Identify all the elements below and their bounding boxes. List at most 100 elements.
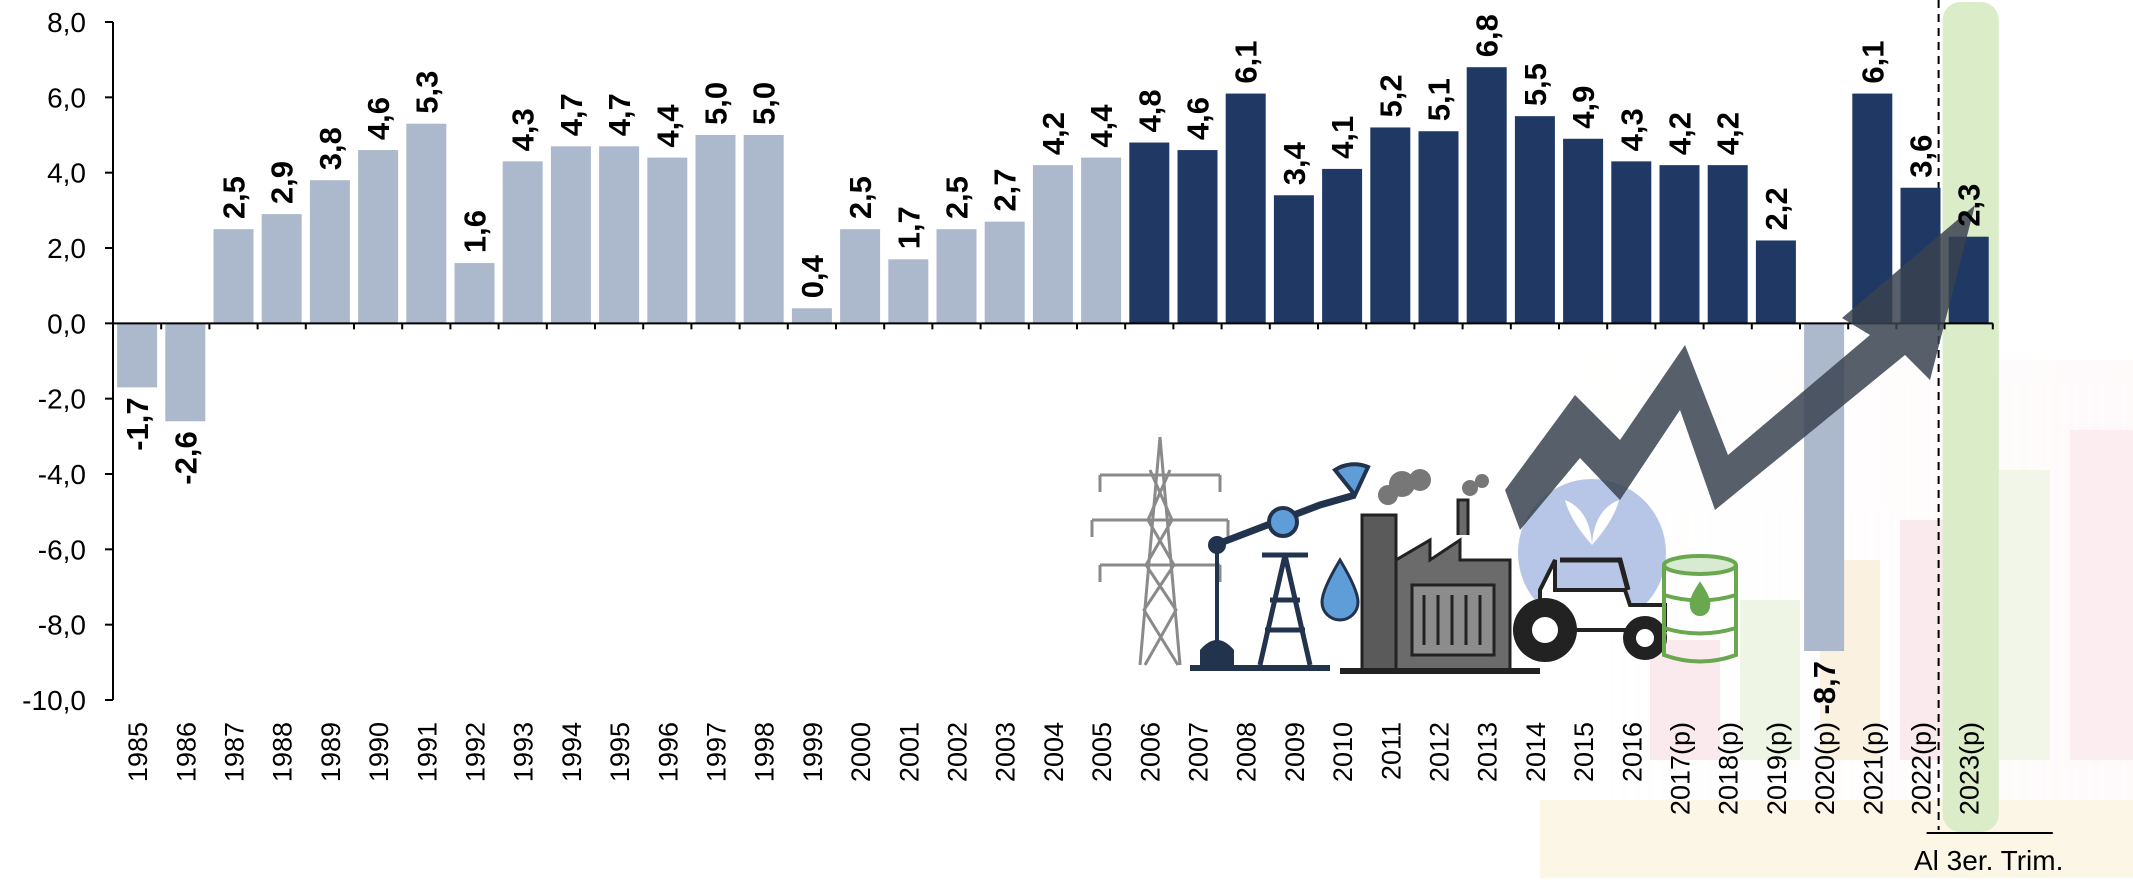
bar-1991 [406, 123, 447, 324]
bar-2005 [1081, 157, 1122, 324]
y-tick-label: -4,0 [38, 459, 86, 490]
x-label-2011: 2011 [1376, 722, 1406, 780]
highlight-band-2023 [1942, 2, 1999, 832]
bar-2011 [1370, 127, 1411, 324]
bar-2003 [984, 221, 1025, 324]
value-label-2001: 1,7 [891, 206, 926, 249]
bar-1986 [165, 323, 206, 422]
bar-1987 [213, 229, 254, 324]
value-label-1997: 5,0 [699, 82, 734, 125]
biofuel-barrel-icon [1662, 554, 1738, 664]
value-label-2018(p): 4,2 [1711, 112, 1746, 155]
bar-2012 [1418, 131, 1459, 324]
y-tick-label: 0,0 [47, 308, 86, 339]
y-tick-label: -6,0 [38, 534, 86, 565]
x-label-2000: 2000 [846, 722, 876, 782]
x-label-2004: 2004 [1039, 722, 1069, 782]
x-label-2014: 2014 [1521, 722, 1551, 782]
x-label-2005: 2005 [1087, 722, 1117, 782]
value-label-2000: 2,5 [843, 176, 878, 219]
value-label-1986: -2,6 [168, 431, 203, 484]
x-label-1990: 1990 [364, 722, 394, 782]
y-tick-label: -2,0 [38, 384, 86, 415]
value-label-1987: 2,5 [217, 176, 252, 219]
value-label-1985: -1,7 [120, 397, 155, 450]
x-label-1994: 1994 [557, 722, 587, 782]
value-label-2016: 4,3 [1614, 108, 1649, 151]
bar-2017(p) [1659, 165, 1700, 324]
x-label-2003: 2003 [991, 722, 1021, 782]
economy-illustration [1090, 205, 1975, 674]
bar-2002 [936, 229, 977, 324]
value-label-2022(p): 3,6 [1904, 135, 1939, 178]
value-label-2013: 6,8 [1470, 14, 1505, 57]
value-label-1990: 4,6 [361, 97, 396, 140]
x-label-2010: 2010 [1328, 722, 1358, 782]
value-label-2007: 4,6 [1181, 97, 1216, 140]
x-label-2016: 2016 [1617, 722, 1647, 782]
x-label-1991: 1991 [412, 722, 442, 782]
bar-2013 [1466, 67, 1507, 324]
y-tick-label: 6,0 [47, 82, 86, 113]
x-label-1993: 1993 [509, 722, 539, 782]
bar-2008 [1225, 93, 1266, 324]
value-label-2014: 5,5 [1518, 63, 1553, 106]
x-label-2015: 2015 [1569, 722, 1599, 782]
value-label-2019(p): 2,2 [1759, 187, 1794, 230]
value-label-1994: 4,7 [554, 93, 589, 136]
bar-2001 [888, 259, 929, 324]
bar-1988 [261, 214, 302, 324]
x-label-1986: 1986 [171, 722, 201, 782]
x-label-2021(p): 2021(p) [1858, 722, 1888, 815]
bar-2009 [1273, 195, 1314, 324]
y-axis-ticks: 8,0 6,0 4,0 2,0 0,0 -2,0 -4,0 -6,0 -8,0 -10,0 [22, 7, 113, 716]
bar-1985 [117, 323, 158, 388]
value-label-1999: 0,4 [795, 254, 830, 298]
x-label-2023(p): 2023(p) [1955, 722, 1985, 815]
bar-2000 [840, 229, 881, 324]
value-label-2006: 4,8 [1132, 89, 1167, 132]
bar-2004 [1032, 165, 1073, 324]
value-label-2005: 4,4 [1084, 104, 1119, 148]
y-tick-label: -10,0 [22, 685, 86, 716]
x-label-2022(p): 2022(p) [1907, 722, 1937, 815]
bar-2019(p) [1755, 240, 1796, 324]
bar-1999 [791, 308, 832, 324]
value-label-2004: 4,2 [1036, 112, 1071, 155]
x-label-1985: 1985 [123, 722, 153, 782]
bar-2015 [1563, 138, 1604, 324]
x-label-2001: 2001 [894, 722, 924, 782]
x-axis-tick-marks [112, 323, 1994, 330]
value-label-2015: 4,9 [1566, 86, 1601, 129]
x-label-1998: 1998 [750, 722, 780, 782]
bar-1997 [695, 135, 736, 324]
value-label-1991: 5,3 [409, 71, 444, 114]
x-label-2019(p): 2019(p) [1762, 722, 1792, 815]
value-label-1988: 2,9 [265, 161, 300, 204]
bar-1990 [358, 150, 399, 324]
y-tick-label: 4,0 [47, 158, 86, 189]
value-label-2002: 2,5 [940, 176, 975, 219]
value-label-2011: 5,2 [1373, 74, 1408, 117]
tractor-icon [1513, 479, 1667, 662]
bar-2014 [1514, 116, 1555, 324]
y-tick-label: 2,0 [47, 233, 86, 264]
x-label-1996: 1996 [653, 722, 683, 782]
bar-2007 [1177, 150, 1218, 324]
value-label-2012: 5,1 [1422, 78, 1457, 121]
value-label-1993: 4,3 [506, 108, 541, 151]
x-label-1995: 1995 [605, 722, 635, 782]
value-label-2017(p): 4,2 [1663, 112, 1698, 155]
value-labels-group: -1,7 -2,6 2,5 2,9 3,8 4,6 5,3 1,6 4,3 4,7 4,7 4,4 5,… [120, 14, 1987, 714]
value-label-2023(p): 2,3 [1952, 184, 1987, 227]
bar-1992 [454, 263, 495, 324]
x-label-1989: 1989 [316, 722, 346, 782]
footnote-text: Al 3er. Trim. [1914, 845, 2063, 876]
power-tower-icon [1090, 436, 1230, 666]
x-label-2007: 2007 [1184, 722, 1214, 782]
bar-2010 [1322, 168, 1363, 324]
value-label-2003: 2,7 [988, 169, 1023, 212]
bar-1993 [502, 161, 543, 324]
